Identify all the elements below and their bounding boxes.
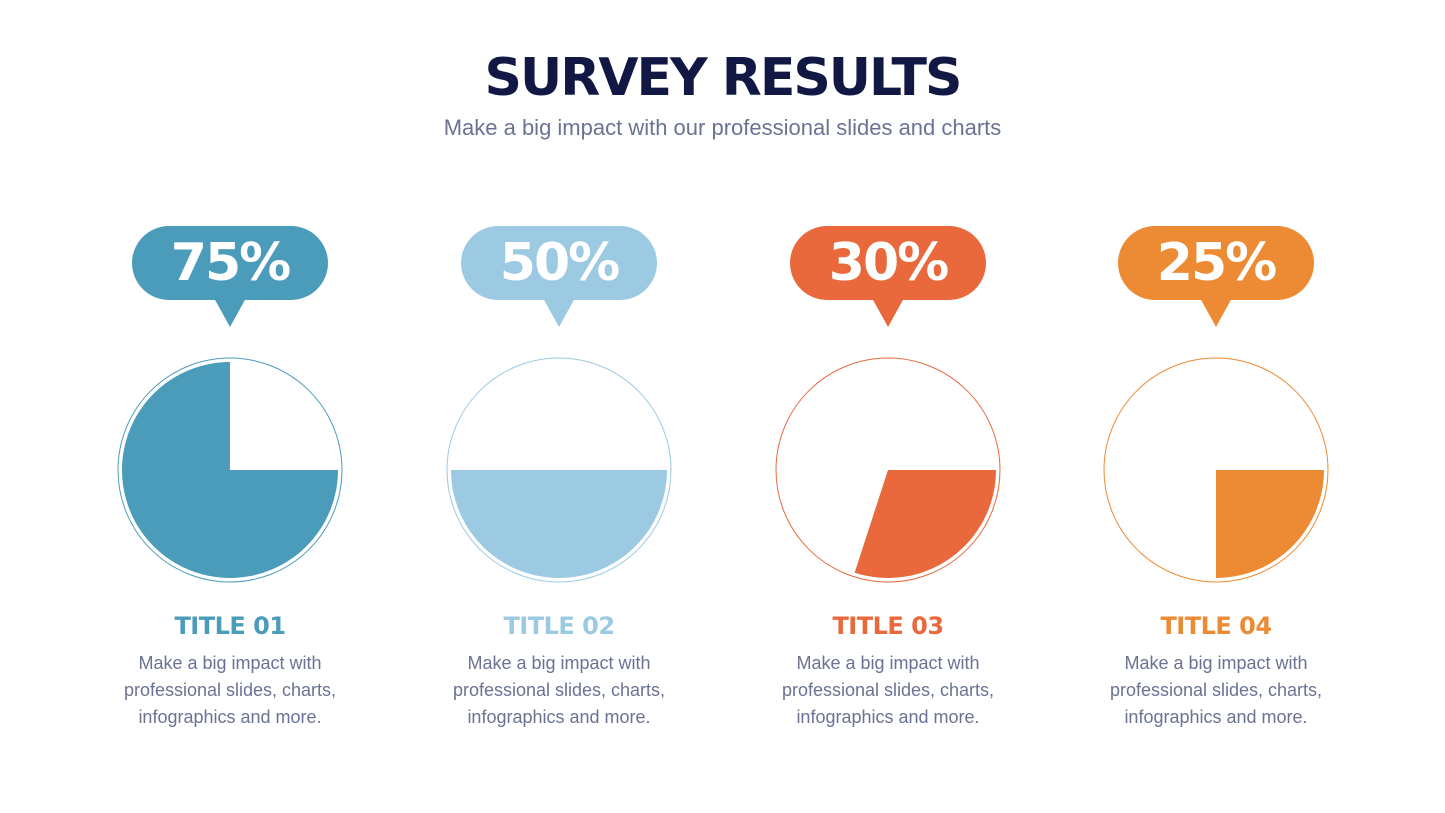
card-description: Make a big impact with professional slid…	[123, 653, 337, 727]
survey-card-3: 30% TITLE 03 Make a big impact with prof…	[758, 226, 1018, 746]
pie-chart-2	[446, 357, 672, 583]
card-title: TITLE 01	[174, 612, 286, 640]
page-title: SURVEY RESULTS	[484, 48, 963, 108]
bubble-pointer	[1200, 298, 1232, 327]
card-title: TITLE 02	[503, 612, 615, 640]
card-description: Make a big impact with professional slid…	[1109, 653, 1323, 727]
percent-bubble: 75%	[132, 226, 328, 300]
card-description: Make a big impact with professional slid…	[452, 653, 666, 727]
pie-chart-3	[775, 357, 1001, 583]
pie-chart-1	[117, 357, 343, 583]
percent-bubble: 50%	[461, 226, 657, 300]
card-title: TITLE 04	[1160, 612, 1272, 640]
pie-slice	[854, 470, 996, 578]
survey-card-1: 75% TITLE 01 Make a big impact with prof…	[100, 226, 360, 746]
pie-slice	[122, 362, 338, 578]
pie-chart-4	[1103, 357, 1329, 583]
survey-card-4: 25% TITLE 04 Make a big impact with prof…	[1086, 226, 1346, 746]
pie-outline-ring	[446, 357, 672, 583]
page-subtitle: Make a big impact with our professional …	[443, 115, 1002, 140]
bubble-pointer	[872, 298, 904, 327]
percent-bubble: 30%	[790, 226, 986, 300]
pie-outline-ring	[775, 357, 1001, 583]
card-title: TITLE 03	[832, 612, 944, 640]
pie-slice	[1216, 470, 1324, 578]
bubble-pointer	[214, 298, 246, 327]
card-description: Make a big impact with professional slid…	[781, 653, 995, 727]
pie-outline-ring	[117, 357, 343, 583]
percent-bubble: 25%	[1118, 226, 1314, 300]
pie-slice	[451, 470, 667, 578]
survey-card-2: 50% TITLE 02 Make a big impact with prof…	[429, 226, 689, 746]
pie-outline-ring	[1103, 357, 1329, 583]
bubble-pointer	[543, 298, 575, 327]
